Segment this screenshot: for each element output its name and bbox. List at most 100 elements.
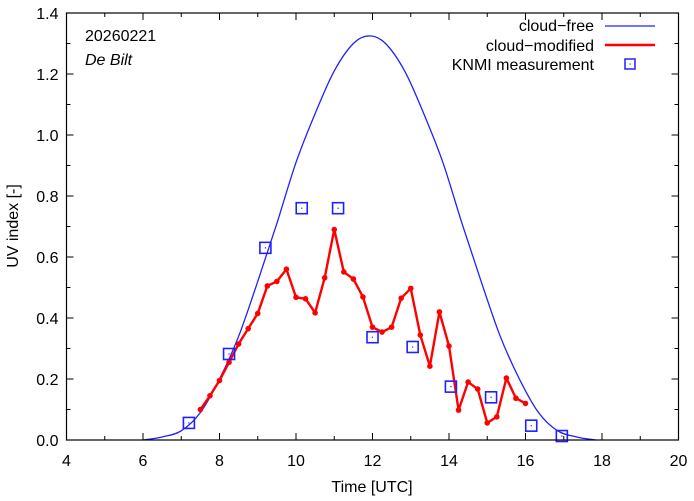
cloud-modified-point [302, 295, 309, 302]
knmi-measurement-point [259, 241, 272, 255]
measurement-dot [490, 396, 492, 398]
y-axis-title: UV index [-] [5, 184, 22, 268]
y-tick-label: 1.4 [36, 6, 58, 23]
cloud-modified-point [388, 324, 395, 330]
cloud-modified-point [503, 375, 510, 381]
x-tick-label: 14 [440, 453, 458, 470]
measurement-square [484, 390, 498, 404]
measurement-square [524, 419, 538, 432]
legend-label-knmi-measurement: KNMI measurement [452, 57, 595, 74]
measurement-dot [450, 386, 452, 388]
plot-frame [65, 12, 680, 441]
cloud-modified-point [522, 400, 529, 407]
measurement-dot [301, 207, 303, 209]
x-tick-label: 18 [593, 453, 611, 470]
knmi-measurement-point [222, 347, 236, 361]
axis-ticks [66, 12, 679, 441]
y-tick-label: 0.6 [36, 250, 58, 267]
measurement-dot [371, 336, 374, 338]
series-cloud-modified-points [197, 226, 529, 426]
y-tick-label: 1.2 [36, 67, 58, 84]
y-tick-label: 0.0 [36, 433, 58, 450]
cloud-modified-point [321, 274, 328, 281]
knmi-measurement-point [444, 380, 458, 393]
legend-swatch-knmi-measurement-dot [629, 63, 631, 65]
cloud-modified-point [446, 343, 452, 349]
x-tick-label: 6 [139, 453, 148, 470]
cloud-modified-point [436, 309, 443, 315]
cloud-modified-point [369, 324, 376, 330]
measurement-square [182, 416, 196, 430]
legend-swatch-knmi-measurement [624, 58, 636, 70]
knmi-measurement-point [524, 419, 538, 432]
measurement-dot [264, 247, 266, 249]
knmi-measurement-point [484, 390, 498, 404]
measurement-dot [412, 346, 414, 348]
cloud-modified-point [207, 392, 213, 399]
measurement-dot [561, 435, 563, 437]
measurement-square [406, 340, 419, 354]
cloud-modified-point [494, 414, 500, 420]
cloud-modified-point [264, 283, 271, 289]
x-tick-label: 10 [287, 453, 305, 470]
measurement-square [444, 380, 458, 393]
cloud-modified-point [331, 226, 338, 233]
cloud-modified-point [513, 395, 519, 402]
cloud-modified-point [417, 332, 424, 338]
cloud-modified-point [283, 266, 290, 273]
cloud-modified-point [235, 341, 242, 347]
measurement-dot [188, 422, 190, 424]
x-tick-label: 20 [670, 453, 688, 470]
cloud-modified-point [360, 294, 366, 300]
cloud-modified-point [341, 269, 347, 275]
x-tick-label: 16 [517, 453, 535, 470]
cloud-modified-point [312, 310, 318, 316]
measurement-square [366, 330, 379, 344]
cloud-modified-point [407, 285, 414, 292]
knmi-measurement-point [182, 416, 196, 430]
knmi-measurement-point [406, 340, 419, 354]
measurement-dot [228, 353, 230, 355]
legend-entry-cloud-free: cloud−free [519, 18, 655, 35]
knmi-measurement-point [555, 429, 569, 443]
x-axis-title: Time [UTC] [331, 479, 412, 496]
y-tick-label: 1.0 [36, 128, 58, 145]
x-tick-label: 4 [62, 453, 71, 470]
cloud-modified-point [226, 359, 232, 366]
cloud-modified-point [455, 407, 462, 413]
cloud-modified-point [484, 420, 491, 426]
date-annotation: 20260221 [85, 28, 156, 45]
cloud-modified-point [245, 325, 251, 332]
series-cloud-free-line [142, 35, 596, 441]
cloud-modified-point [398, 295, 404, 301]
legend-label-cloud-free: cloud−free [519, 18, 594, 35]
measurement-square [331, 201, 345, 215]
measurement-dot [337, 207, 339, 209]
cloud-modified-point [465, 379, 471, 385]
legend-label-cloud-modified: cloud−modified [486, 38, 594, 55]
x-tick-label: 8 [215, 453, 224, 470]
cloud-modified-point [293, 294, 299, 301]
cloud-modified-point [197, 406, 204, 413]
y-tick-label: 0.8 [36, 189, 58, 206]
cloud-modified-point [350, 276, 357, 282]
series-knmi-measurement-points [182, 201, 569, 443]
measurement-square [555, 429, 569, 443]
legend-entry-cloud-modified: cloud−modified [486, 38, 655, 55]
knmi-measurement-point [331, 201, 345, 215]
measurement-dot [530, 425, 532, 427]
cloud-modified-point [254, 310, 261, 317]
axis-tick-labels: 4 6 8 10 12 14 16 18 20 0.0 0.2 0.4 0.6 0.8 1.0 1.2 1.4 [36, 6, 687, 470]
knmi-measurement-point [366, 330, 379, 344]
location-annotation: De Bilt [85, 52, 133, 69]
measurement-square [222, 347, 236, 361]
cloud-modified-point [474, 386, 481, 392]
knmi-measurement-point [295, 201, 309, 215]
cloud-modified-point [274, 278, 280, 285]
legend-entry-knmi-measurement: KNMI measurement [452, 57, 636, 74]
y-tick-label: 0.4 [36, 311, 58, 328]
cloud-modified-point [379, 329, 385, 335]
plot-area [142, 35, 596, 443]
cloud-modified-point [427, 363, 433, 369]
